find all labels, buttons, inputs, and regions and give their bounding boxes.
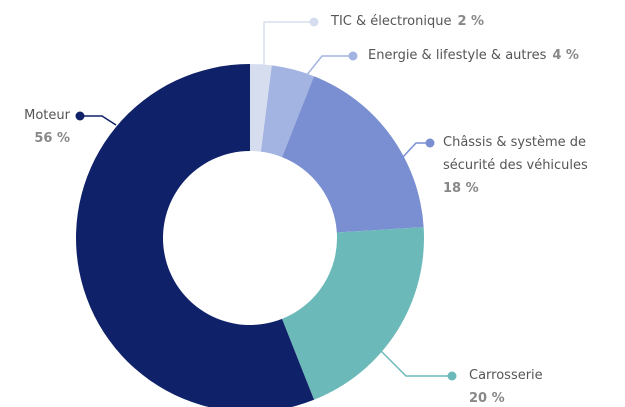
leader-line [263,21,314,66]
category-name: Châssis & système de sécurité des véhicu… [443,135,588,173]
donut-slice [282,227,424,400]
leader-dot [75,111,85,121]
value-label: 20 % [469,391,505,406]
slice-label: Energie & lifestyle & autres 4 % [368,44,579,67]
leader-dot [447,371,457,381]
slice-label: Moteur 56 % [24,104,70,150]
slice-label: Carrosserie 20 % [469,364,543,407]
category-name: Moteur [24,108,70,123]
leader-line [401,142,430,159]
category-name: TIC & électronique [331,14,452,29]
slice-label: Châssis & système de sécurité des véhicu… [443,131,623,200]
category-name: Carrosserie [469,368,543,383]
leader-dot [348,51,358,61]
donut-slice [76,64,315,407]
value-label: 18 % [443,181,479,196]
value-label: 56 % [34,131,70,146]
value-label: 4 % [552,48,579,63]
leader-line [305,55,353,77]
value-label: 2 % [457,14,485,29]
slice-label: TIC & électronique 2 % [331,10,484,33]
leader-line [80,115,117,126]
leader-line [379,349,452,377]
donut-slice [260,65,315,158]
category-name: Energie & lifestyle & autres [368,48,547,63]
leader-dot [425,138,435,148]
donut-slice [250,64,272,152]
leader-dot [309,17,319,27]
donut-slice [282,76,424,233]
